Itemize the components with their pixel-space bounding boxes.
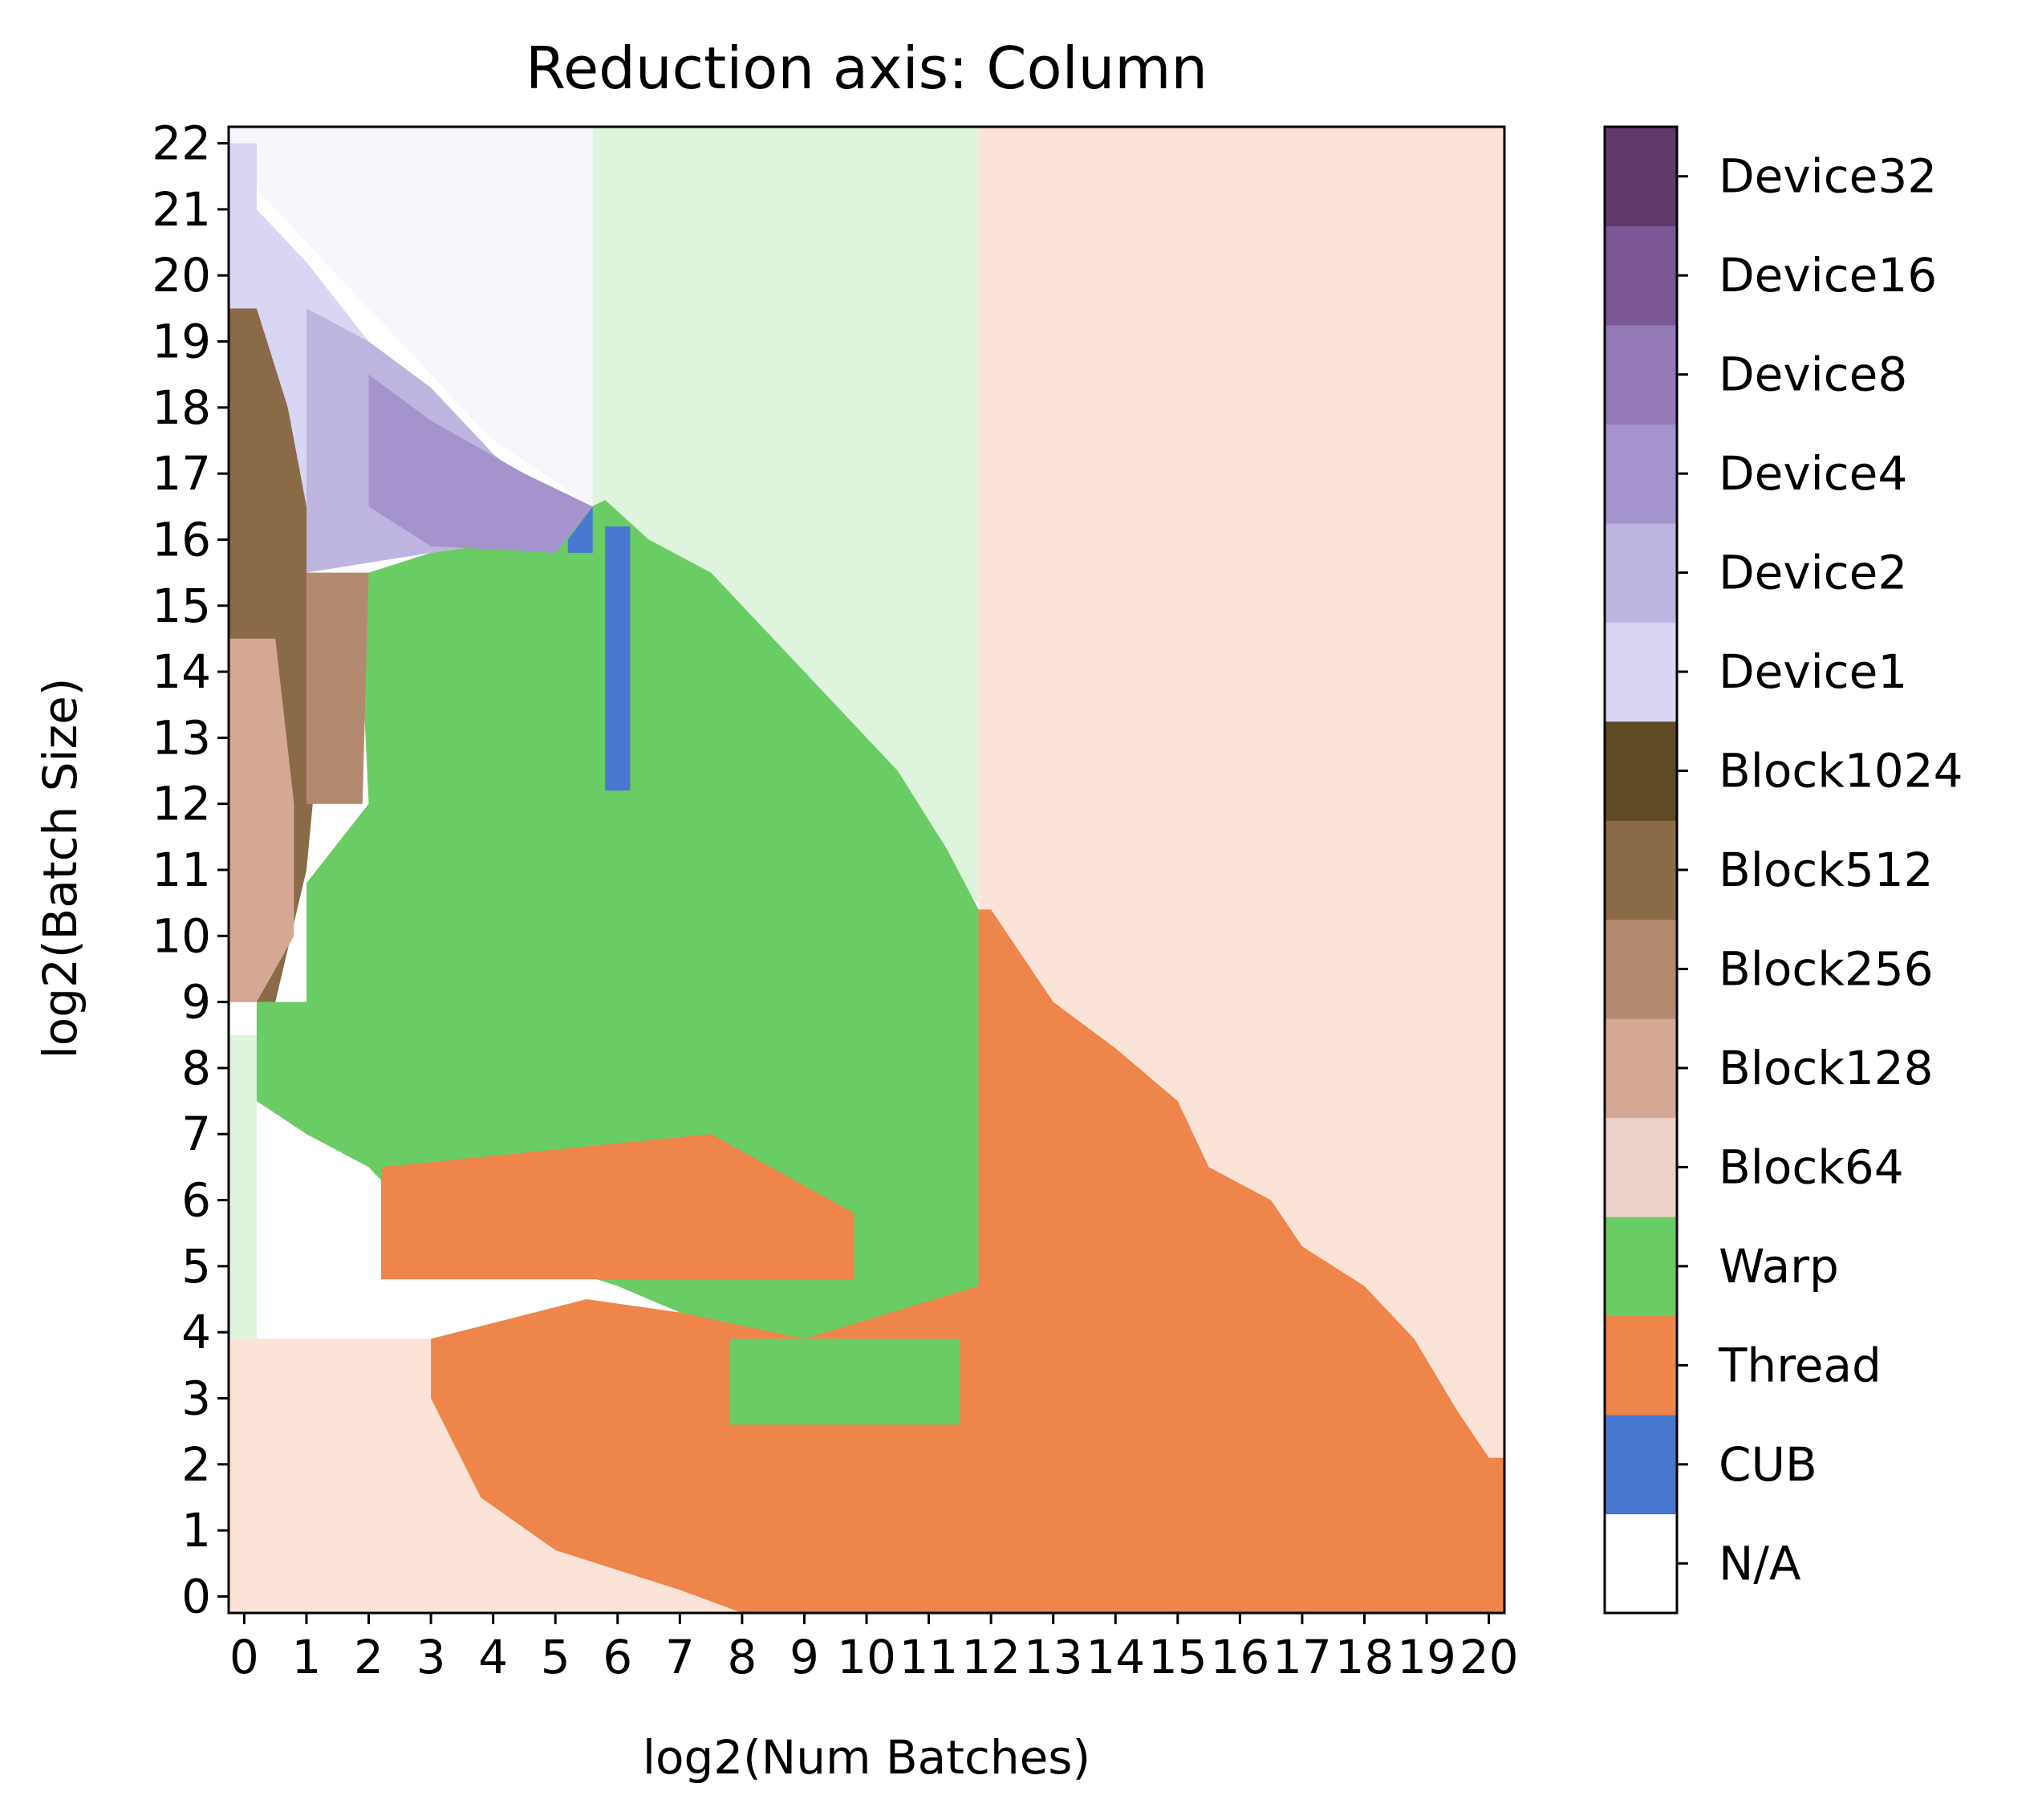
colorbar-label: Block64	[1719, 1140, 1904, 1194]
x-tick-label: 14	[1086, 1630, 1145, 1684]
x-axis-label: log2(Num Batches)	[643, 1730, 1090, 1785]
colorbar-swatch	[1605, 1117, 1677, 1217]
y-tick-label: 17	[152, 446, 211, 501]
x-tick-label: 2	[354, 1630, 384, 1684]
heatmap-region-cub	[605, 526, 631, 791]
x-tick-label: 19	[1397, 1630, 1456, 1684]
x-tick-label: 16	[1210, 1630, 1269, 1684]
y-tick-label: 10	[152, 908, 211, 963]
heatmap-region-thread	[431, 909, 1504, 1613]
x-axis: 0 1 2 3 4 5 6 7 8 9 10 11 12 13 14 15 16 17 18 19 20	[229, 1613, 1519, 1684]
heatmap-region-warp	[729, 1339, 960, 1425]
x-tick-label: 8	[727, 1630, 757, 1684]
colorbar-frame	[1603, 125, 1679, 1615]
x-tick-label: 1	[291, 1630, 321, 1684]
colorbar-swatch	[1605, 424, 1677, 524]
x-tick-label: 6	[603, 1630, 632, 1684]
heatmap-region-device1	[229, 127, 593, 507]
colorbar-swatch	[1605, 1217, 1677, 1317]
x-tick-label: 3	[416, 1630, 446, 1684]
y-axis-label: log2(Batch Size)	[33, 678, 87, 1059]
x-tick-label: 13	[1024, 1630, 1083, 1684]
y-tick-label: 6	[181, 1173, 211, 1228]
y-tick-label: 5	[181, 1239, 211, 1294]
x-tick-label: 15	[1148, 1630, 1208, 1684]
x-tick-label: 7	[665, 1630, 695, 1684]
x-tick-label: 4	[478, 1630, 508, 1684]
colorbar-swatch	[1605, 622, 1677, 722]
colorbar-swatch	[1605, 820, 1677, 920]
colorbar: N/A CUB Thread Warp Block64 Block128 Block256 B…	[1603, 125, 1963, 1615]
colorbar-label: Block512	[1719, 843, 1934, 897]
colorbar-swatch	[1605, 919, 1677, 1019]
colorbar-label: Device16	[1719, 248, 1937, 303]
chart-title: Reduction axis: Column	[526, 35, 1208, 102]
y-tick-label: 2	[181, 1437, 211, 1492]
y-tick-label: 21	[152, 182, 211, 237]
plot-area	[227, 125, 1506, 1615]
colorbar-label: Device1	[1719, 644, 1907, 699]
heatmap-region-device4	[368, 374, 593, 553]
x-tick-label: 5	[541, 1630, 570, 1684]
colorbar-swatch	[1605, 721, 1677, 821]
colorbar-label: Device4	[1719, 446, 1907, 501]
heatmap-region-block128	[229, 638, 294, 1002]
y-tick-label: 18	[152, 380, 211, 435]
colorbar-swatch	[1605, 127, 1677, 226]
heatmap-region-warp	[256, 500, 979, 1346]
x-tick-label: 11	[899, 1630, 959, 1684]
colorbar-label: Device2	[1719, 546, 1907, 600]
colorbar-label: Device8	[1719, 347, 1907, 402]
y-tick-label: 4	[181, 1305, 211, 1359]
colorbar-swatch	[1605, 324, 1677, 425]
y-tick-label: 19	[152, 315, 211, 369]
heatmap-region-warp	[592, 127, 979, 904]
y-tick-label: 13	[152, 710, 211, 765]
y-tick-label: 8	[181, 1041, 211, 1095]
y-tick-label: 16	[152, 512, 211, 567]
y-tick-label: 14	[152, 644, 211, 699]
colorbar-label: Warp	[1719, 1239, 1839, 1294]
y-tick-label: 12	[152, 777, 211, 831]
x-tick-label: 0	[229, 1630, 259, 1684]
colorbar-label: CUB	[1719, 1437, 1817, 1492]
y-tick-label: 20	[152, 248, 211, 303]
colorbar-label: Device32	[1719, 149, 1937, 204]
heatmap-region-warp	[229, 1034, 257, 1339]
colorbar-swatch	[1605, 1513, 1677, 1614]
x-tick-label: 18	[1335, 1630, 1394, 1684]
x-tick-label: 20	[1459, 1630, 1519, 1684]
x-tick-label: 12	[961, 1630, 1021, 1684]
y-tick-label: 1	[181, 1503, 211, 1558]
x-tick-label: 10	[837, 1630, 896, 1684]
y-tick-label: 15	[152, 579, 211, 633]
heatmap-region-thread	[381, 1134, 855, 1280]
colorbar-label: Block256	[1719, 941, 1934, 996]
x-tick-label: 17	[1273, 1630, 1332, 1684]
y-tick-label: 7	[181, 1107, 211, 1161]
x-tick-label: 9	[790, 1630, 819, 1684]
y-tick-label: 22	[152, 116, 211, 171]
colorbar-label: Thread	[1718, 1338, 1882, 1392]
colorbar-swatch	[1605, 522, 1677, 623]
colorbar-swatch	[1605, 225, 1677, 326]
y-tick-label: 0	[181, 1569, 211, 1623]
colorbar-swatch	[1605, 1018, 1677, 1119]
y-tick-label: 3	[181, 1371, 211, 1425]
heatmap-region-block256	[307, 572, 369, 804]
colorbar-swatch	[1605, 1315, 1677, 1416]
colorbar-label: Block1024	[1719, 744, 1963, 798]
colorbar-label: Block128	[1719, 1041, 1934, 1095]
colorbar-swatch	[1605, 1415, 1677, 1515]
colorbar-label: N/A	[1719, 1536, 1801, 1590]
y-tick-label: 9	[181, 975, 211, 1030]
y-tick-label: 11	[152, 843, 211, 897]
heatmap-region-cub	[567, 506, 593, 553]
